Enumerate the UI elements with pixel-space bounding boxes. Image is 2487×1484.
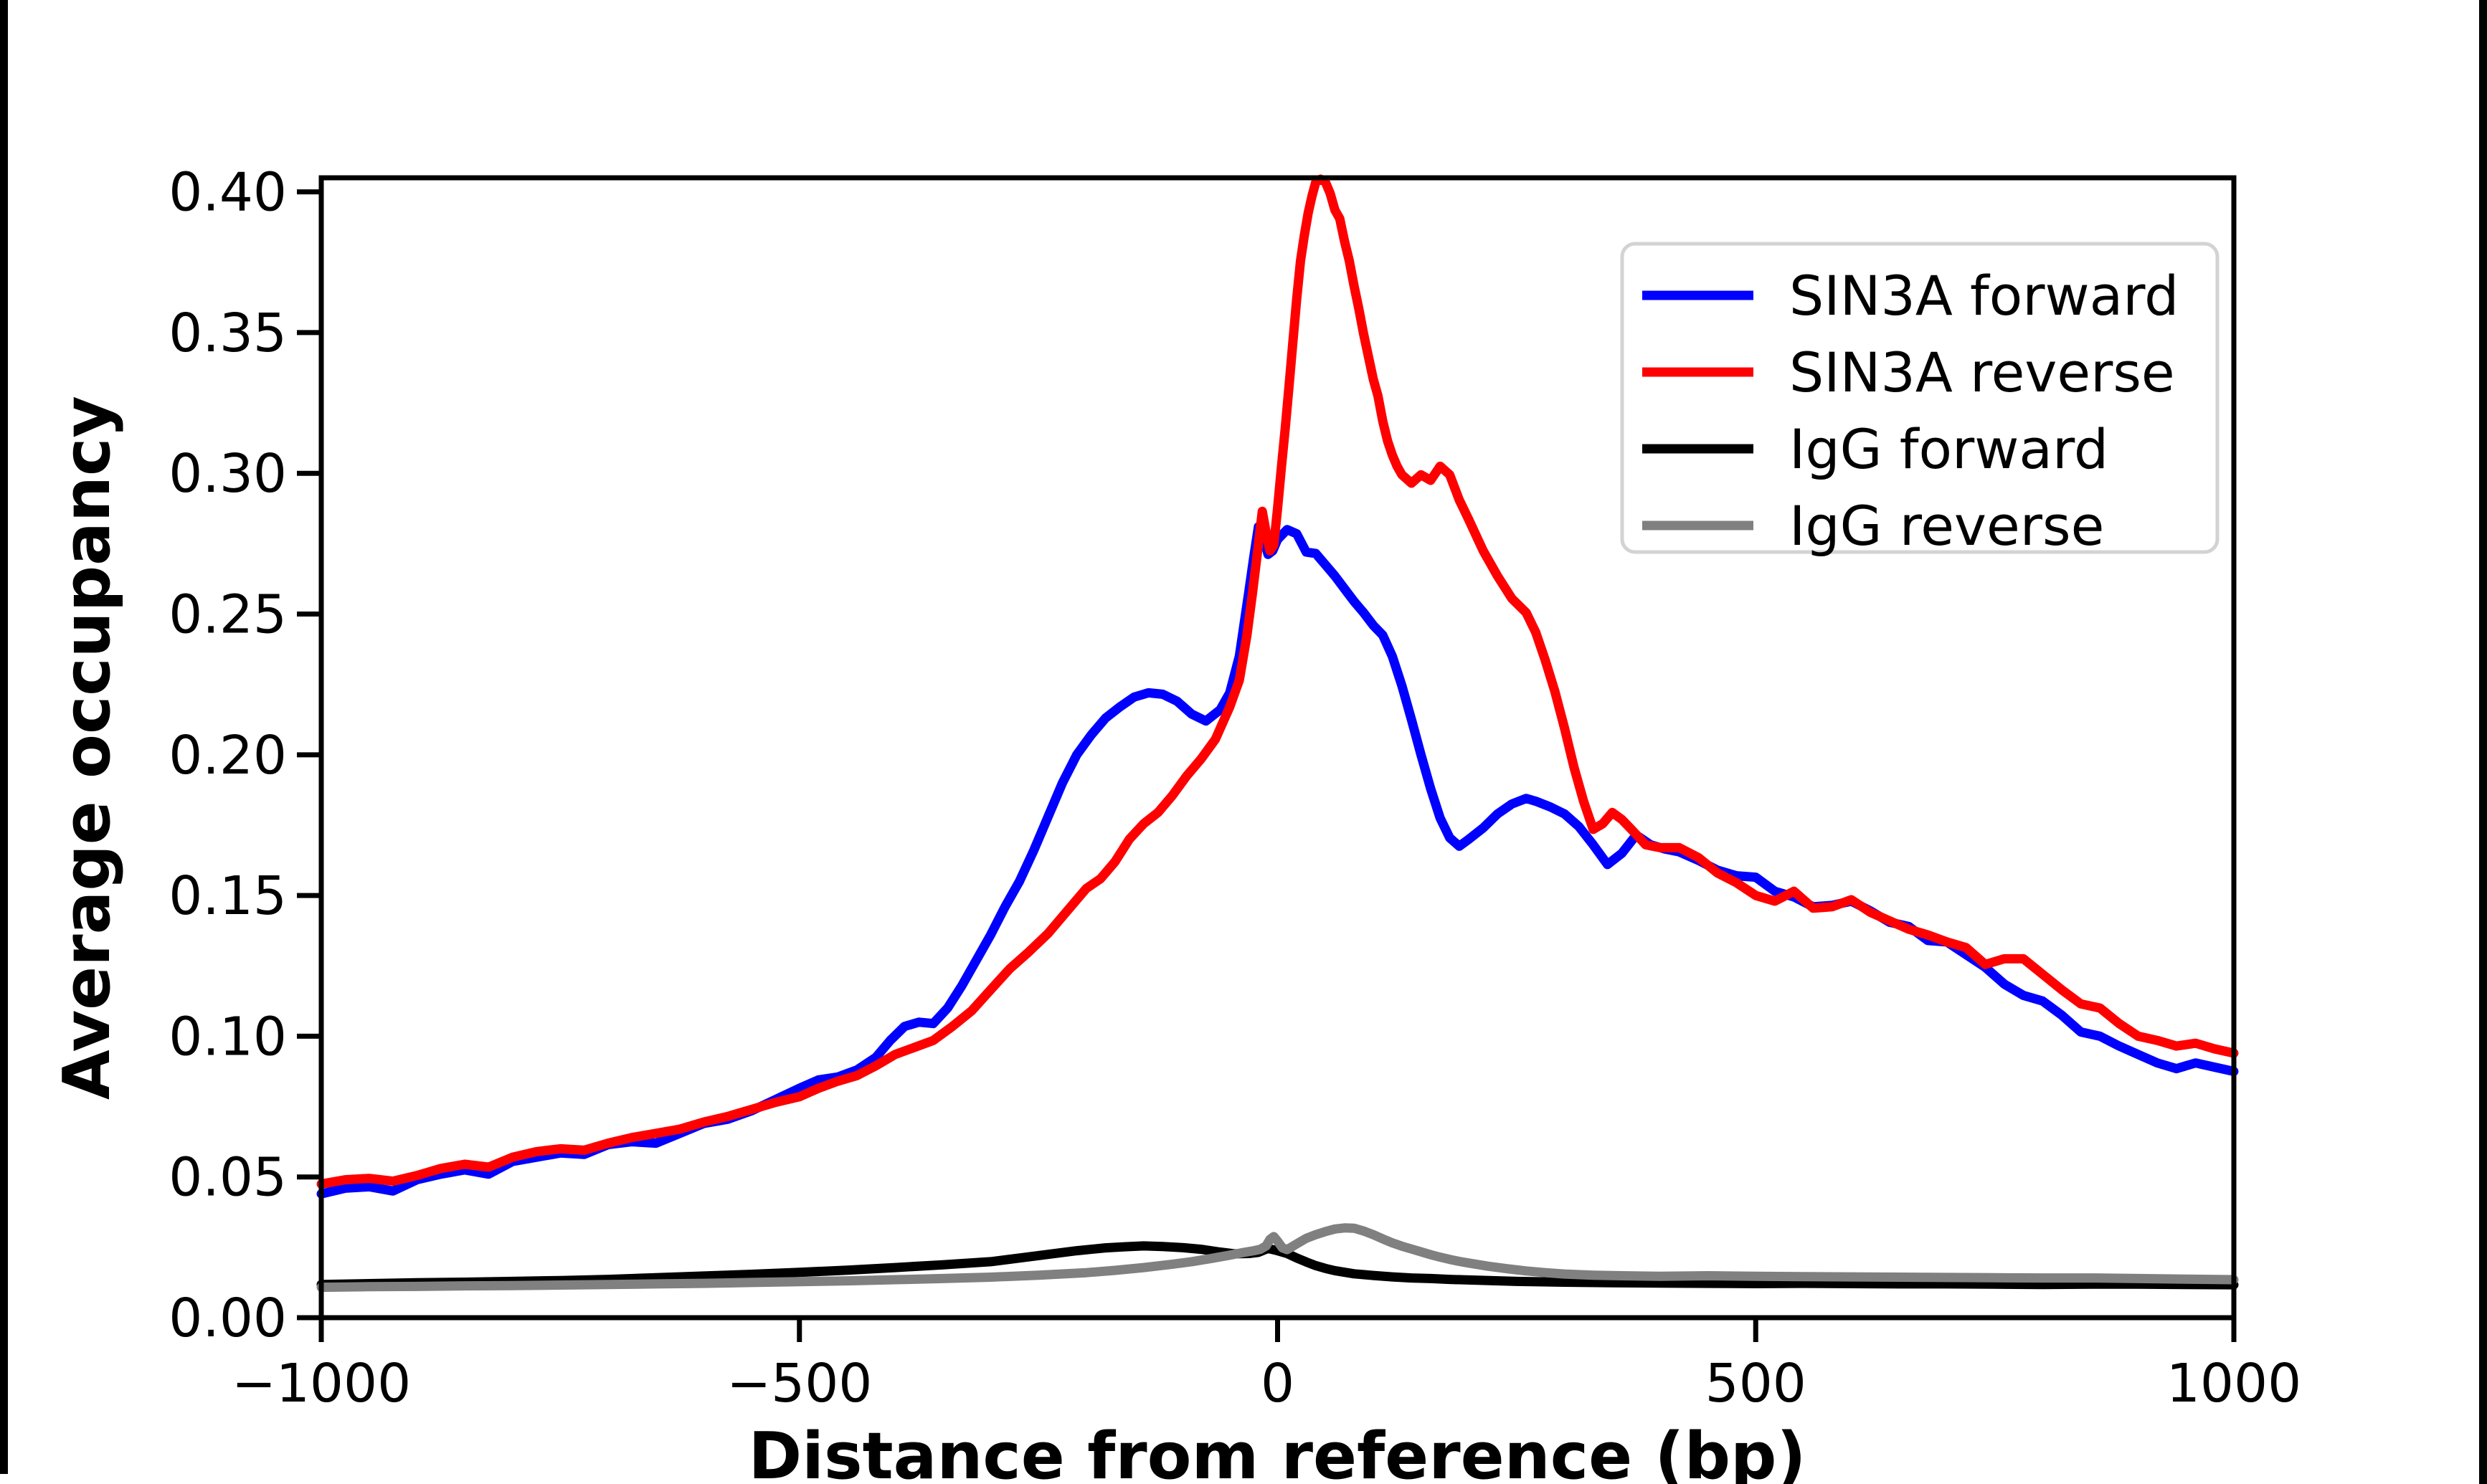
series-line-igg-reverse <box>316 1223 2239 1293</box>
x-tick-label: 1000 <box>2166 1353 2301 1414</box>
y-tick-label: 0.40 <box>169 162 287 224</box>
y-tick-label: 0.15 <box>169 865 287 927</box>
legend-label: SIN3A forward <box>1789 264 2179 328</box>
legend-entry: IgG forward <box>1642 417 2108 481</box>
legend-entry: SIN3A forward <box>1642 264 2179 328</box>
y-tick-label: 0.20 <box>169 725 287 786</box>
legend: SIN3A forward SIN3A reverse IgG forward IgG… <box>1620 242 2220 558</box>
series-line-igg-forward <box>316 1241 2239 1290</box>
y-tick-label: 0.05 <box>169 1147 287 1209</box>
x-axis-label: Distance from reference (bp) <box>748 1419 1806 1484</box>
right-border-bar <box>2479 0 2487 1484</box>
legend-label: IgG reverse <box>1789 494 2104 558</box>
left-border-bar <box>0 0 8 1474</box>
legend-entry: SIN3A reverse <box>1642 341 2175 404</box>
x-tick-label: 500 <box>1705 1353 1806 1414</box>
tick-marks <box>297 189 2237 1342</box>
legend-entry: IgG reverse <box>1642 494 2104 558</box>
y-tick-label: 0.00 <box>169 1288 287 1349</box>
series-line-sin3a-reverse <box>316 174 2239 1189</box>
x-tick-label: −1000 <box>232 1353 411 1414</box>
tick-labels: −1000 −500 0 500 1000 0.00 0.05 0.10 0.15 0.20 0.2… <box>169 162 2301 1414</box>
x-tick-label: 0 <box>1261 1353 1294 1414</box>
y-tick-label: 0.30 <box>169 443 287 505</box>
y-tick-label: 0.10 <box>169 1006 287 1067</box>
y-axis-label: Average occupancy <box>49 396 125 1100</box>
legend-box <box>1620 242 2220 554</box>
legend-label: IgG forward <box>1789 417 2108 481</box>
x-tick-label: −500 <box>726 1353 872 1414</box>
y-tick-label: 0.25 <box>169 584 287 646</box>
y-tick-label: 0.35 <box>169 303 287 364</box>
plot-area <box>316 174 2239 1293</box>
legend-label: SIN3A reverse <box>1789 341 2175 404</box>
